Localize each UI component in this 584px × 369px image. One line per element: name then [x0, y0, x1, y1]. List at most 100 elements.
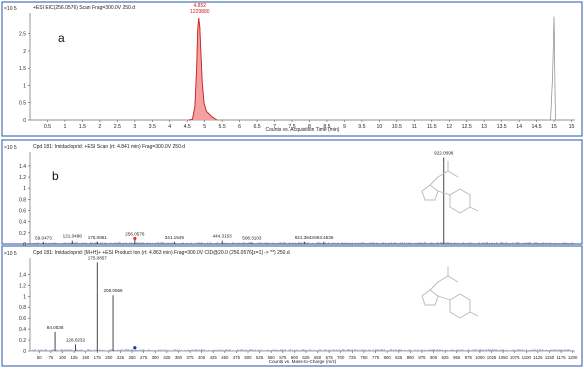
x-tick-label: 725 — [349, 355, 357, 360]
x-tick-label: 1.5 — [79, 124, 86, 130]
x-tick-label: 13.5 — [497, 124, 507, 130]
x-tick-label: 925 — [442, 355, 450, 360]
y-tick-label: 1 — [23, 83, 26, 89]
x-tick-label: 10.5 — [392, 124, 402, 130]
x-tick-label: 0.5 — [44, 124, 51, 130]
x-tick-label: 250 — [128, 355, 136, 360]
x-tick-label: 950 — [453, 355, 461, 360]
y-tick-label: 1.4 — [19, 272, 26, 278]
bond — [447, 170, 459, 178]
x-tick-label: 1100 — [522, 355, 532, 360]
ms-peak-label: 59.0473 — [35, 235, 52, 240]
x-tick-label: 650 — [314, 355, 322, 360]
imidazolidine-ring — [421, 184, 439, 201]
x-tick-label: 575 — [279, 355, 287, 360]
bond — [437, 275, 449, 283]
bond — [437, 170, 449, 178]
chart-panel-eic: ×10 5 +ESI EIC(256.0576) Scan Frag=300.0V… — [1, 1, 583, 137]
eic-peak-line — [188, 18, 218, 121]
x-tick-label: 14.5 — [532, 124, 542, 130]
x-tick-label: 2.5 — [114, 124, 121, 130]
ms-peak-label: 175.0857 — [88, 255, 108, 260]
x-tick-label: 1025 — [487, 355, 497, 360]
x-tick-label: 6.5 — [253, 124, 260, 130]
peak-area-label: 1229880 — [190, 9, 210, 15]
y-tick-label: 1.2 — [19, 283, 26, 289]
x-tick-label: 9 — [343, 124, 346, 130]
x-tick-label: 775 — [372, 355, 380, 360]
x-tick-label: 4 — [168, 124, 171, 130]
x-tick-label: 1200 — [568, 355, 578, 360]
y-scale-header: ×10 5 — [4, 145, 17, 151]
x-tick-label: 11 — [412, 124, 417, 130]
y-tick-label: 0 — [23, 242, 26, 248]
ms-peak-label: 444.3153 — [213, 234, 233, 239]
y-tick-label: 1.4 — [19, 164, 26, 170]
y-tick-label: 0.8 — [19, 305, 26, 311]
x-axis-title: Counts vs. Mass-to-Charge (m/z) — [269, 359, 337, 364]
x-tick-label: 1075 — [510, 355, 520, 360]
x-tick-label: 15 — [551, 124, 557, 130]
x-tick-label: 5.5 — [219, 124, 226, 130]
x-tick-label: 5 — [203, 124, 206, 130]
x-tick-label: 350 — [175, 355, 183, 360]
y-tick-label: 0.6 — [19, 316, 26, 322]
x-tick-label: 200 — [105, 355, 113, 360]
x-tick-label: 50 — [37, 355, 42, 360]
x-tick-label: 300 — [152, 355, 160, 360]
y-tick-label: 0.2 — [19, 231, 26, 237]
x-tick-label: 700 — [337, 355, 345, 360]
panel-title: +ESI EIC(256.0576) Scan Frag=300.0V 250.… — [33, 5, 135, 11]
x-tick-label: 15 — [569, 124, 575, 130]
bond — [469, 311, 479, 317]
x-tick-label: 1125 — [533, 355, 543, 360]
x-tick-label: 8.5 — [323, 124, 330, 130]
x-axis-title: Counts vs. Acquisition Time (min) — [266, 127, 340, 133]
ms-peak-label: 175.0861 — [88, 235, 108, 240]
y-scale-header: ×10 5 — [4, 6, 17, 12]
x-tick-label: 3.5 — [149, 124, 156, 130]
x-tick-label: 1050 — [498, 355, 508, 360]
x-tick-label: 75 — [48, 355, 53, 360]
ms-peak-label: 84.0536 — [47, 325, 64, 330]
panel-frame — [1, 245, 583, 367]
panel-letter: a — [58, 31, 65, 45]
precursor-marker — [133, 346, 137, 350]
x-tick-label: 125 — [70, 355, 78, 360]
x-tick-label: 875 — [418, 355, 426, 360]
x-tick-label: 675 — [326, 355, 334, 360]
y-tick-label: 0.4 — [19, 327, 26, 333]
x-tick-label: 625 — [302, 355, 310, 360]
x-tick-label: 13 — [481, 124, 487, 130]
x-tick-label: 500 — [244, 355, 252, 360]
ms-peak-label: 663.4536 — [314, 235, 334, 240]
x-tick-label: 450 — [221, 355, 229, 360]
precursor-marker — [133, 236, 137, 241]
y-tick-label: 1.5 — [19, 66, 26, 72]
x-tick-label: 7.5 — [288, 124, 295, 130]
y-scale-header: ×10 5 — [4, 251, 17, 257]
x-tick-label: 975 — [465, 355, 473, 360]
y-tick-label: 2.5 — [19, 32, 26, 38]
x-tick-label: 400 — [198, 355, 206, 360]
chart-panel-ms-scan: ×10 5 Cpd 181: Imidacloprid: +ESI Scan (r… — [1, 139, 583, 248]
eic-trace — [30, 16, 575, 121]
bond — [429, 176, 439, 186]
panel-frame — [1, 1, 583, 137]
x-tick-label: 1 — [63, 124, 66, 130]
molecule-structure-image — [421, 266, 479, 319]
y-tick-label: 1 — [23, 186, 26, 192]
x-tick-label: 150 — [82, 355, 90, 360]
panel-letter: b — [52, 169, 59, 183]
x-tick-label: 1175 — [556, 355, 566, 360]
y-tick-label: 2 — [23, 49, 26, 55]
x-tick-label: 7 — [273, 124, 276, 130]
x-tick-label: 2 — [98, 124, 101, 130]
x-tick-label: 10 — [376, 124, 382, 130]
x-tick-label: 175 — [94, 355, 102, 360]
y-tick-label: 0.2 — [19, 338, 26, 344]
x-tick-label: 6 — [238, 124, 241, 130]
panel-title: Cpd 181: Imidacloprid: [M+H]+ +ESI Produ… — [33, 250, 290, 256]
panel-frame — [1, 139, 583, 245]
ms-peak-label: 121.0488 — [63, 234, 83, 239]
